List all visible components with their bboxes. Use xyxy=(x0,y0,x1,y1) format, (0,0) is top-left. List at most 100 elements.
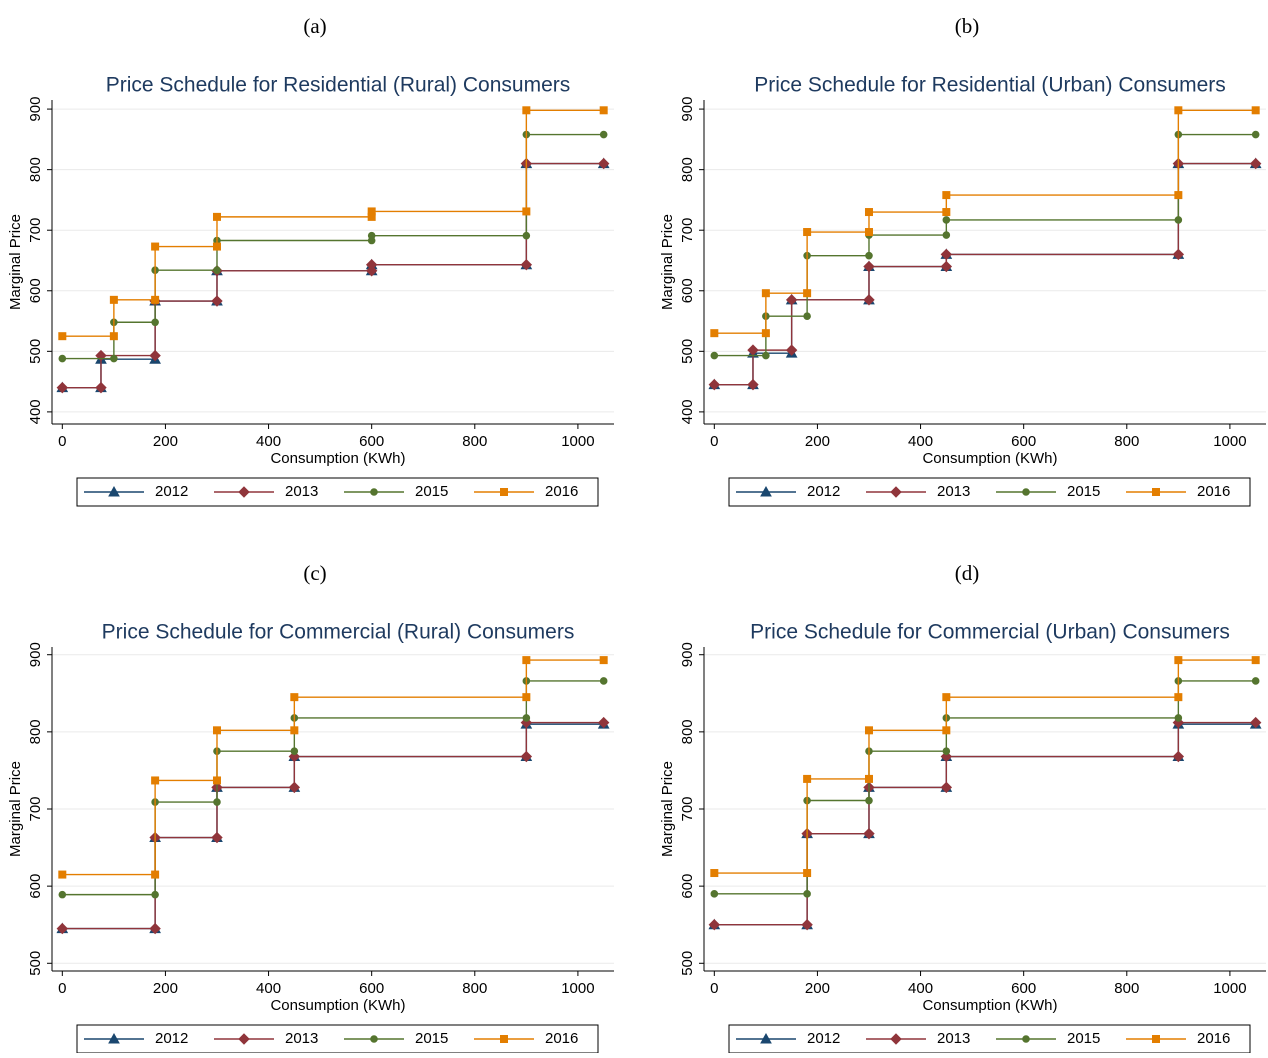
data-point xyxy=(56,381,69,394)
series-line xyxy=(62,659,604,876)
x-axis-label: Consumption (KWh) xyxy=(922,450,1057,467)
data-point xyxy=(151,242,160,251)
data-point xyxy=(942,693,951,702)
data-point xyxy=(710,351,719,360)
data-point xyxy=(1251,130,1260,139)
y-tick-label: 700 xyxy=(679,796,696,821)
data-point xyxy=(520,750,533,763)
series-line xyxy=(62,162,604,389)
x-tick-label: 0 xyxy=(58,980,66,997)
y-tick-label: 800 xyxy=(679,719,696,744)
legend-marker xyxy=(370,488,378,496)
y-tick-label: 900 xyxy=(679,642,696,667)
data-point xyxy=(865,251,873,260)
y-tick-label: 600 xyxy=(27,874,44,899)
legend-marker xyxy=(1152,1035,1160,1043)
y-tick-label: 900 xyxy=(27,97,44,122)
series-line xyxy=(714,109,1256,334)
legend-label: 2012 xyxy=(155,1030,188,1047)
x-tick-label: 600 xyxy=(1011,980,1036,997)
x-tick-label: 600 xyxy=(359,433,384,450)
series-line xyxy=(62,721,604,930)
x-tick-label: 1000 xyxy=(561,433,594,450)
legend-label: 2015 xyxy=(415,1030,448,1047)
x-tick-label: 800 xyxy=(462,433,487,450)
legend-marker xyxy=(1152,488,1160,496)
data-point xyxy=(288,750,301,763)
data-point xyxy=(1249,716,1262,729)
y-tick-label: 500 xyxy=(27,339,44,364)
data-point xyxy=(212,212,221,221)
legend-marker xyxy=(760,1032,772,1044)
legend-marker xyxy=(1022,1035,1030,1043)
y-tick-label: 500 xyxy=(679,951,696,976)
x-tick-label: 0 xyxy=(710,433,718,450)
legend-label: 2015 xyxy=(1067,483,1100,500)
data-point xyxy=(1251,677,1260,685)
data-point xyxy=(1172,750,1185,763)
legend-label: 2012 xyxy=(807,1030,840,1047)
y-axis-label: Marginal Price xyxy=(7,761,24,857)
data-point xyxy=(95,381,107,394)
y-tick-label: 600 xyxy=(679,278,696,303)
legend-label: 2016 xyxy=(1197,1030,1230,1047)
legend-label: 2013 xyxy=(937,1030,970,1047)
data-point xyxy=(865,796,873,805)
data-point xyxy=(710,329,719,338)
legend-label: 2013 xyxy=(937,483,970,500)
data-point xyxy=(213,798,221,806)
data-point xyxy=(940,750,953,763)
y-axis-label: Marginal Price xyxy=(659,761,676,857)
data-point xyxy=(522,693,531,702)
legend-marker xyxy=(500,488,508,496)
y-tick-label: 800 xyxy=(27,719,44,744)
chart-title: Price Schedule for Residential (Rural) C… xyxy=(106,74,571,97)
data-point xyxy=(211,295,223,307)
data-point xyxy=(761,329,770,338)
data-point xyxy=(599,106,608,115)
data-point xyxy=(762,351,770,360)
x-axis-label: Consumption (KWh) xyxy=(270,997,405,1014)
data-point xyxy=(801,919,813,931)
series-line xyxy=(714,659,1256,874)
series-line xyxy=(62,162,604,389)
legend-marker xyxy=(238,1033,250,1045)
y-tick-label: 600 xyxy=(27,278,44,303)
data-point xyxy=(522,207,531,216)
data-point xyxy=(367,207,376,216)
y-axis-label: Marginal Price xyxy=(7,214,24,310)
data-point xyxy=(367,231,376,240)
data-point xyxy=(211,831,223,844)
data-point xyxy=(109,332,118,341)
y-tick-label: 900 xyxy=(679,97,696,122)
y-axis-label: Marginal Price xyxy=(659,214,676,310)
data-point xyxy=(710,890,719,898)
data-point xyxy=(1251,106,1260,115)
data-point xyxy=(151,295,160,304)
x-tick-label: 400 xyxy=(908,980,933,997)
x-axis-label: Consumption (KWh) xyxy=(270,450,405,467)
y-tick-label: 700 xyxy=(27,796,44,821)
data-point xyxy=(149,349,161,362)
data-point xyxy=(597,716,610,729)
data-point xyxy=(288,781,301,794)
data-point xyxy=(803,869,812,878)
legend-label: 2016 xyxy=(1197,483,1230,500)
chart-title: Price Schedule for Commercial (Urban) Co… xyxy=(750,621,1230,644)
data-point xyxy=(365,265,378,277)
data-point xyxy=(522,106,531,115)
data-point xyxy=(942,747,951,755)
data-point xyxy=(58,890,67,899)
series-line xyxy=(62,109,604,337)
chart-title: Price Schedule for Commercial (Rural) Co… xyxy=(102,621,575,644)
data-point xyxy=(290,747,299,755)
legend-label: 2015 xyxy=(1067,1030,1100,1047)
data-point xyxy=(1172,248,1185,261)
data-point xyxy=(803,890,811,898)
data-point xyxy=(940,248,953,261)
data-point xyxy=(151,318,159,327)
data-point xyxy=(747,378,759,391)
data-point xyxy=(213,266,221,274)
data-point xyxy=(109,295,118,304)
x-tick-label: 200 xyxy=(805,980,830,997)
